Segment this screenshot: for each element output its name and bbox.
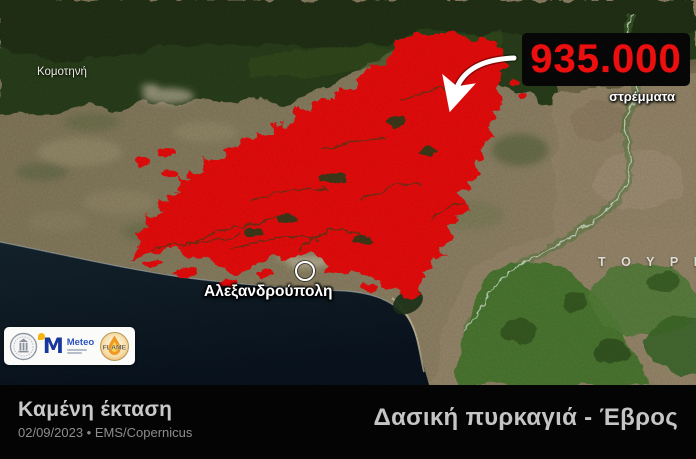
flame-wordmark: FLAME bbox=[103, 344, 127, 351]
city-marker bbox=[294, 260, 316, 282]
burned-area-stat-box: 935.000 bbox=[522, 33, 690, 86]
meteo-tagline-line bbox=[66, 348, 87, 351]
meteo-wordmark: Meteo bbox=[66, 337, 95, 349]
footer-title: Καμένη έκταση bbox=[18, 397, 173, 421]
footer-left-block: Καμένη έκταση 02/09/2023 • EMS/Copernicu… bbox=[18, 398, 192, 440]
meteo-tagline-line bbox=[66, 351, 82, 354]
logos-panel: M Meteo FLAME bbox=[4, 327, 135, 365]
flame-logo: FLAME bbox=[99, 331, 130, 362]
observatory-seal-logo bbox=[9, 332, 38, 360]
stat-value: 935.000 bbox=[530, 37, 682, 81]
footer-bar: Καμένη έκταση 02/09/2023 • EMS/Copernicu… bbox=[0, 385, 696, 459]
footer-date-source: 02/09/2023 • EMS/Copernicus bbox=[18, 425, 193, 441]
meteo-logo: M Meteo bbox=[37, 332, 95, 357]
footer-headline: Δασική πυρκαγιά - Έβρος bbox=[373, 404, 678, 431]
meteo-m-mark: M bbox=[37, 332, 64, 357]
stat-unit-label: στρέμματα bbox=[609, 89, 675, 104]
arrow-icon bbox=[442, 54, 518, 113]
meteo-dot-icon bbox=[37, 332, 45, 340]
